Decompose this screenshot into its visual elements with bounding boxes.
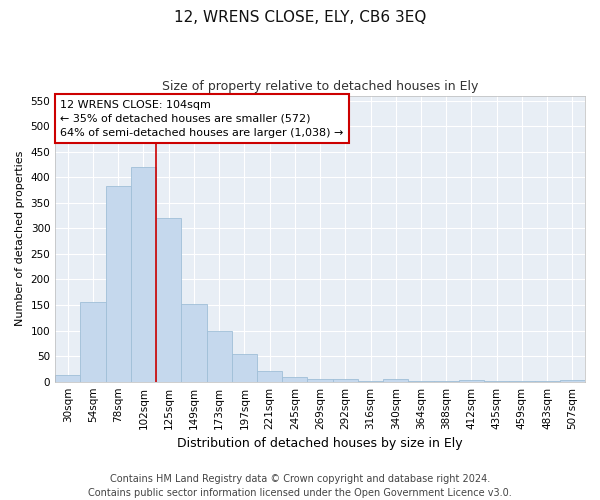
Y-axis label: Number of detached properties: Number of detached properties: [15, 151, 25, 326]
Title: Size of property relative to detached houses in Ely: Size of property relative to detached ho…: [162, 80, 478, 93]
Text: Contains HM Land Registry data © Crown copyright and database right 2024.
Contai: Contains HM Land Registry data © Crown c…: [88, 474, 512, 498]
Bar: [484, 380, 509, 382]
Bar: [106, 186, 131, 382]
Bar: [358, 380, 383, 382]
Bar: [332, 379, 358, 382]
Bar: [257, 372, 282, 382]
Bar: [383, 379, 409, 382]
Bar: [131, 167, 156, 382]
Bar: [282, 376, 307, 382]
Bar: [409, 380, 434, 382]
Bar: [156, 218, 181, 382]
Bar: [307, 379, 332, 382]
Bar: [535, 380, 560, 382]
Bar: [434, 380, 459, 382]
Bar: [80, 302, 106, 382]
Text: 12 WRENS CLOSE: 104sqm
← 35% of detached houses are smaller (572)
64% of semi-de: 12 WRENS CLOSE: 104sqm ← 35% of detached…: [61, 100, 344, 138]
X-axis label: Distribution of detached houses by size in Ely: Distribution of detached houses by size …: [177, 437, 463, 450]
Bar: [232, 354, 257, 382]
Text: 12, WRENS CLOSE, ELY, CB6 3EQ: 12, WRENS CLOSE, ELY, CB6 3EQ: [174, 10, 426, 25]
Bar: [509, 380, 535, 382]
Bar: [181, 304, 206, 382]
Bar: [459, 380, 484, 382]
Bar: [206, 330, 232, 382]
Bar: [560, 380, 585, 382]
Bar: [55, 375, 80, 382]
